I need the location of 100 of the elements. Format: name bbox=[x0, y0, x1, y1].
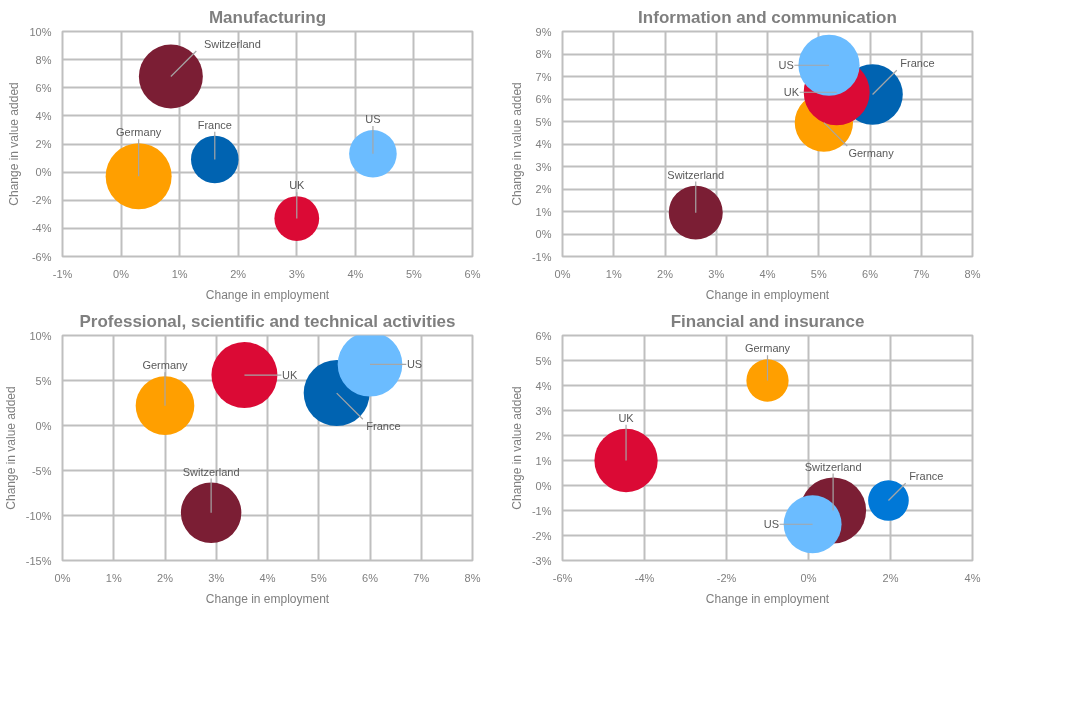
chart-title: Manufacturing bbox=[208, 7, 327, 27]
x-tick-label: 2% bbox=[657, 267, 674, 280]
y-tick-label: -15% bbox=[25, 554, 52, 567]
x-tick-label: -2% bbox=[716, 571, 737, 584]
x-tick-label: 3% bbox=[288, 267, 305, 280]
x-tick-label: 2% bbox=[882, 571, 899, 584]
y-tick-label: 10% bbox=[29, 329, 52, 342]
x-tick-label: 7% bbox=[413, 571, 430, 584]
x-tick-label: 8% bbox=[964, 267, 981, 280]
x-tick-label: 0% bbox=[113, 267, 130, 280]
series-label: US bbox=[406, 358, 423, 371]
y-axis-title: Change in value added bbox=[509, 82, 524, 206]
chart-title: Information and communication bbox=[638, 7, 897, 27]
series-label: Switzerland bbox=[203, 38, 261, 51]
x-tick-label: -4% bbox=[634, 571, 655, 584]
series-label: Germany bbox=[142, 359, 189, 372]
series-label: Switzerland bbox=[182, 465, 240, 478]
y-axis-title: Change in value added bbox=[3, 386, 18, 510]
y-tick-label: -3% bbox=[531, 554, 552, 567]
y-tick-label: 4% bbox=[35, 109, 52, 122]
series-label: Germany bbox=[116, 126, 162, 139]
series-label: Germany bbox=[744, 342, 791, 355]
x-tick-label: 1% bbox=[171, 267, 188, 280]
y-tick-label: 0% bbox=[535, 479, 552, 492]
y-tick-label: 5% bbox=[535, 354, 552, 367]
y-tick-label: -5% bbox=[31, 464, 52, 477]
y-tick-label: 1% bbox=[535, 454, 552, 467]
y-tick-label: 0% bbox=[35, 166, 52, 179]
x-tick-label: 6% bbox=[862, 267, 879, 280]
series-label: UK bbox=[783, 86, 800, 99]
x-tick-label: 2% bbox=[230, 267, 247, 280]
y-tick-label: -2% bbox=[31, 194, 52, 207]
y-tick-label: 6% bbox=[535, 93, 552, 105]
y-tick-label: 3% bbox=[535, 160, 552, 173]
x-tick-label: 0% bbox=[800, 571, 817, 584]
x-tick-label: -6% bbox=[552, 571, 573, 584]
y-tick-label: -2% bbox=[531, 529, 552, 542]
series-label: France bbox=[900, 57, 935, 70]
series-label: US bbox=[365, 113, 381, 126]
x-tick-label: 6% bbox=[464, 267, 481, 280]
x-tick-label: 4% bbox=[759, 267, 776, 280]
series-label: France bbox=[909, 470, 944, 483]
x-axis-title: Change in employment bbox=[205, 287, 330, 302]
series-label: France bbox=[366, 420, 401, 433]
y-tick-label: -6% bbox=[31, 250, 52, 263]
x-tick-label: 2% bbox=[157, 571, 174, 584]
y-tick-label: 5% bbox=[535, 115, 552, 128]
series-label: US bbox=[778, 59, 794, 72]
x-tick-label: 5% bbox=[310, 571, 327, 584]
x-tick-label: 7% bbox=[913, 267, 930, 280]
x-tick-label: 4% bbox=[964, 571, 981, 584]
series-label: Switzerland bbox=[667, 168, 725, 181]
x-tick-label: 8% bbox=[464, 571, 481, 584]
y-tick-label: -10% bbox=[25, 509, 52, 522]
series-label: Switzerland bbox=[804, 460, 862, 473]
y-tick-label: 1% bbox=[535, 205, 552, 218]
x-tick-label: 1% bbox=[105, 571, 122, 584]
y-tick-label: 4% bbox=[535, 379, 552, 392]
series-label: Germany bbox=[848, 147, 895, 160]
y-tick-label: -1% bbox=[531, 250, 552, 263]
series-label: UK bbox=[289, 179, 306, 192]
y-tick-label: 7% bbox=[535, 70, 552, 83]
y-tick-label: 2% bbox=[535, 429, 552, 442]
y-tick-label: 8% bbox=[535, 48, 552, 60]
y-tick-label: 3% bbox=[535, 404, 552, 417]
y-tick-label: 2% bbox=[535, 183, 552, 195]
y-tick-label: -1% bbox=[531, 504, 552, 517]
x-axis-title: Change in employment bbox=[705, 591, 830, 606]
y-tick-label: 4% bbox=[535, 138, 552, 150]
series-label: US bbox=[763, 518, 780, 531]
series-label: France bbox=[197, 118, 232, 131]
y-tick-label: 10% bbox=[29, 25, 52, 38]
x-tick-label: 5% bbox=[405, 267, 423, 280]
series-label: UK bbox=[282, 369, 298, 382]
x-tick-label: 4% bbox=[347, 267, 364, 280]
y-tick-label: 6% bbox=[535, 329, 552, 342]
x-tick-label: 1% bbox=[605, 267, 622, 280]
chart-title: Professional, scientific and technical activities bbox=[79, 311, 456, 331]
y-axis-title: Change in value added bbox=[7, 82, 22, 206]
y-tick-label: 0% bbox=[35, 419, 52, 432]
y-tick-label: 8% bbox=[35, 53, 52, 66]
y-tick-label: 6% bbox=[35, 81, 52, 94]
y-tick-label: 9% bbox=[535, 25, 552, 38]
x-tick-label: 4% bbox=[259, 571, 276, 584]
series-label: UK bbox=[618, 411, 635, 424]
x-tick-label: 3% bbox=[708, 267, 725, 280]
x-tick-label: 6% bbox=[362, 571, 379, 584]
x-axis-title: Change in employment bbox=[705, 287, 830, 302]
x-tick-label: -1% bbox=[52, 267, 73, 280]
y-tick-label: 2% bbox=[35, 138, 52, 150]
y-tick-label: 5% bbox=[35, 374, 52, 387]
chart-title: Financial and insurance bbox=[670, 311, 865, 331]
x-tick-label: 0% bbox=[54, 571, 71, 584]
y-tick-label: -4% bbox=[31, 222, 52, 235]
y-axis-title: Change in value added bbox=[509, 386, 524, 510]
x-tick-label: 3% bbox=[208, 571, 225, 584]
x-axis-title: Change in employment bbox=[205, 591, 330, 606]
x-tick-label: 0% bbox=[554, 267, 571, 280]
x-tick-label: 5% bbox=[810, 267, 827, 280]
y-tick-label: 0% bbox=[535, 228, 552, 240]
